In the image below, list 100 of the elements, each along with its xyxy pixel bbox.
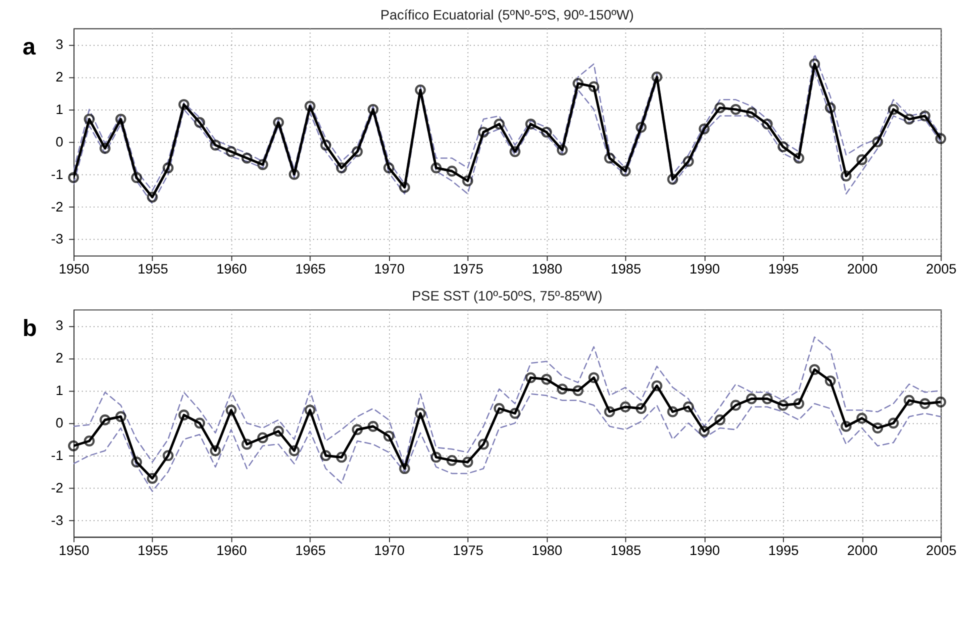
y-tick-label: 2 — [56, 69, 64, 84]
y-tick-label: 3 — [56, 318, 64, 334]
point — [667, 174, 678, 185]
point — [856, 154, 868, 166]
point — [273, 116, 284, 128]
x-tick-label: 1995 — [768, 262, 800, 277]
point — [620, 166, 631, 177]
point — [525, 372, 536, 384]
point — [651, 71, 662, 82]
chart-title: PSE SST (10º-50ºS, 75º-85ºW) — [412, 288, 602, 304]
point — [651, 380, 662, 392]
point — [241, 152, 252, 164]
point — [730, 400, 742, 411]
point — [257, 159, 268, 170]
point — [809, 58, 820, 70]
point — [698, 426, 710, 437]
point — [430, 452, 442, 463]
x-tick-label: 2000 — [847, 262, 878, 277]
point — [478, 438, 489, 450]
point — [888, 104, 899, 115]
x-tick-label: 1985 — [610, 542, 642, 558]
point — [572, 385, 584, 396]
x-tick-label: 1955 — [138, 542, 168, 558]
point — [762, 393, 773, 404]
x-tick-label: 1965 — [295, 262, 326, 277]
text: a — [22, 34, 37, 60]
point — [226, 404, 237, 416]
x-tick-label: 1965 — [295, 542, 326, 558]
y-tick-label: 0 — [56, 134, 64, 150]
point — [257, 432, 268, 444]
x-tick-label: 1980 — [532, 262, 563, 277]
point — [288, 168, 300, 180]
y-tick-label: 1 — [56, 383, 64, 398]
y-tick-label: -3 — [51, 232, 64, 247]
y-tick-label: -1 — [51, 448, 64, 464]
point — [730, 104, 742, 115]
y-tick-label: -1 — [51, 166, 64, 182]
point — [840, 170, 852, 182]
y-tick-label: -2 — [51, 199, 64, 214]
x-tick-label: 1975 — [452, 542, 484, 558]
point — [68, 440, 79, 452]
point — [588, 372, 600, 384]
point — [352, 424, 363, 436]
point — [368, 420, 379, 432]
y-tick-label: 2 — [56, 350, 64, 366]
x-tick-label: 1985 — [610, 262, 642, 277]
point — [352, 146, 363, 158]
point — [241, 438, 252, 450]
x-tick-label: 1970 — [374, 542, 405, 558]
point — [541, 374, 552, 385]
point — [872, 136, 884, 148]
point — [919, 398, 930, 410]
point — [383, 162, 394, 174]
point — [162, 450, 174, 462]
point — [667, 406, 678, 418]
point — [525, 118, 536, 130]
y-tick-label: -3 — [51, 512, 64, 528]
point — [430, 162, 442, 174]
point — [778, 400, 788, 411]
x-tick-label: 1975 — [452, 262, 484, 277]
point — [888, 418, 899, 429]
point — [84, 436, 95, 446]
point — [840, 420, 852, 432]
text: b — [22, 314, 37, 341]
point — [510, 146, 520, 158]
point — [146, 192, 158, 203]
point — [414, 84, 426, 96]
point — [210, 140, 221, 151]
point — [604, 152, 616, 164]
x-tick-label: 1955 — [138, 262, 168, 277]
point — [100, 414, 110, 426]
point — [162, 162, 174, 174]
y-tick-label: 0 — [56, 416, 64, 431]
point — [714, 102, 726, 114]
point — [320, 140, 332, 151]
point — [288, 445, 300, 456]
x-tick-label: 2000 — [847, 542, 878, 558]
point — [793, 398, 804, 410]
point — [194, 116, 206, 128]
point — [494, 118, 505, 130]
point — [414, 408, 426, 419]
x-tick-label: 1950 — [58, 262, 90, 277]
point — [446, 455, 458, 466]
x-tick-label: 1960 — [216, 262, 248, 277]
line-series — [73, 393, 941, 492]
point — [304, 404, 316, 416]
chart-title: Pacífico Ecuatorial (5ºNº-5ºS, 90º-150ºW) — [380, 7, 634, 22]
x-tick-label: 2005 — [926, 262, 957, 277]
point — [872, 422, 884, 434]
point — [698, 123, 710, 134]
point — [714, 414, 726, 426]
point — [383, 430, 394, 442]
point — [588, 81, 600, 92]
point — [919, 110, 930, 122]
point — [84, 114, 95, 125]
point — [399, 182, 410, 193]
point — [478, 126, 489, 138]
point — [935, 133, 946, 144]
point — [809, 364, 820, 375]
x-tick-label: 1990 — [689, 542, 720, 558]
